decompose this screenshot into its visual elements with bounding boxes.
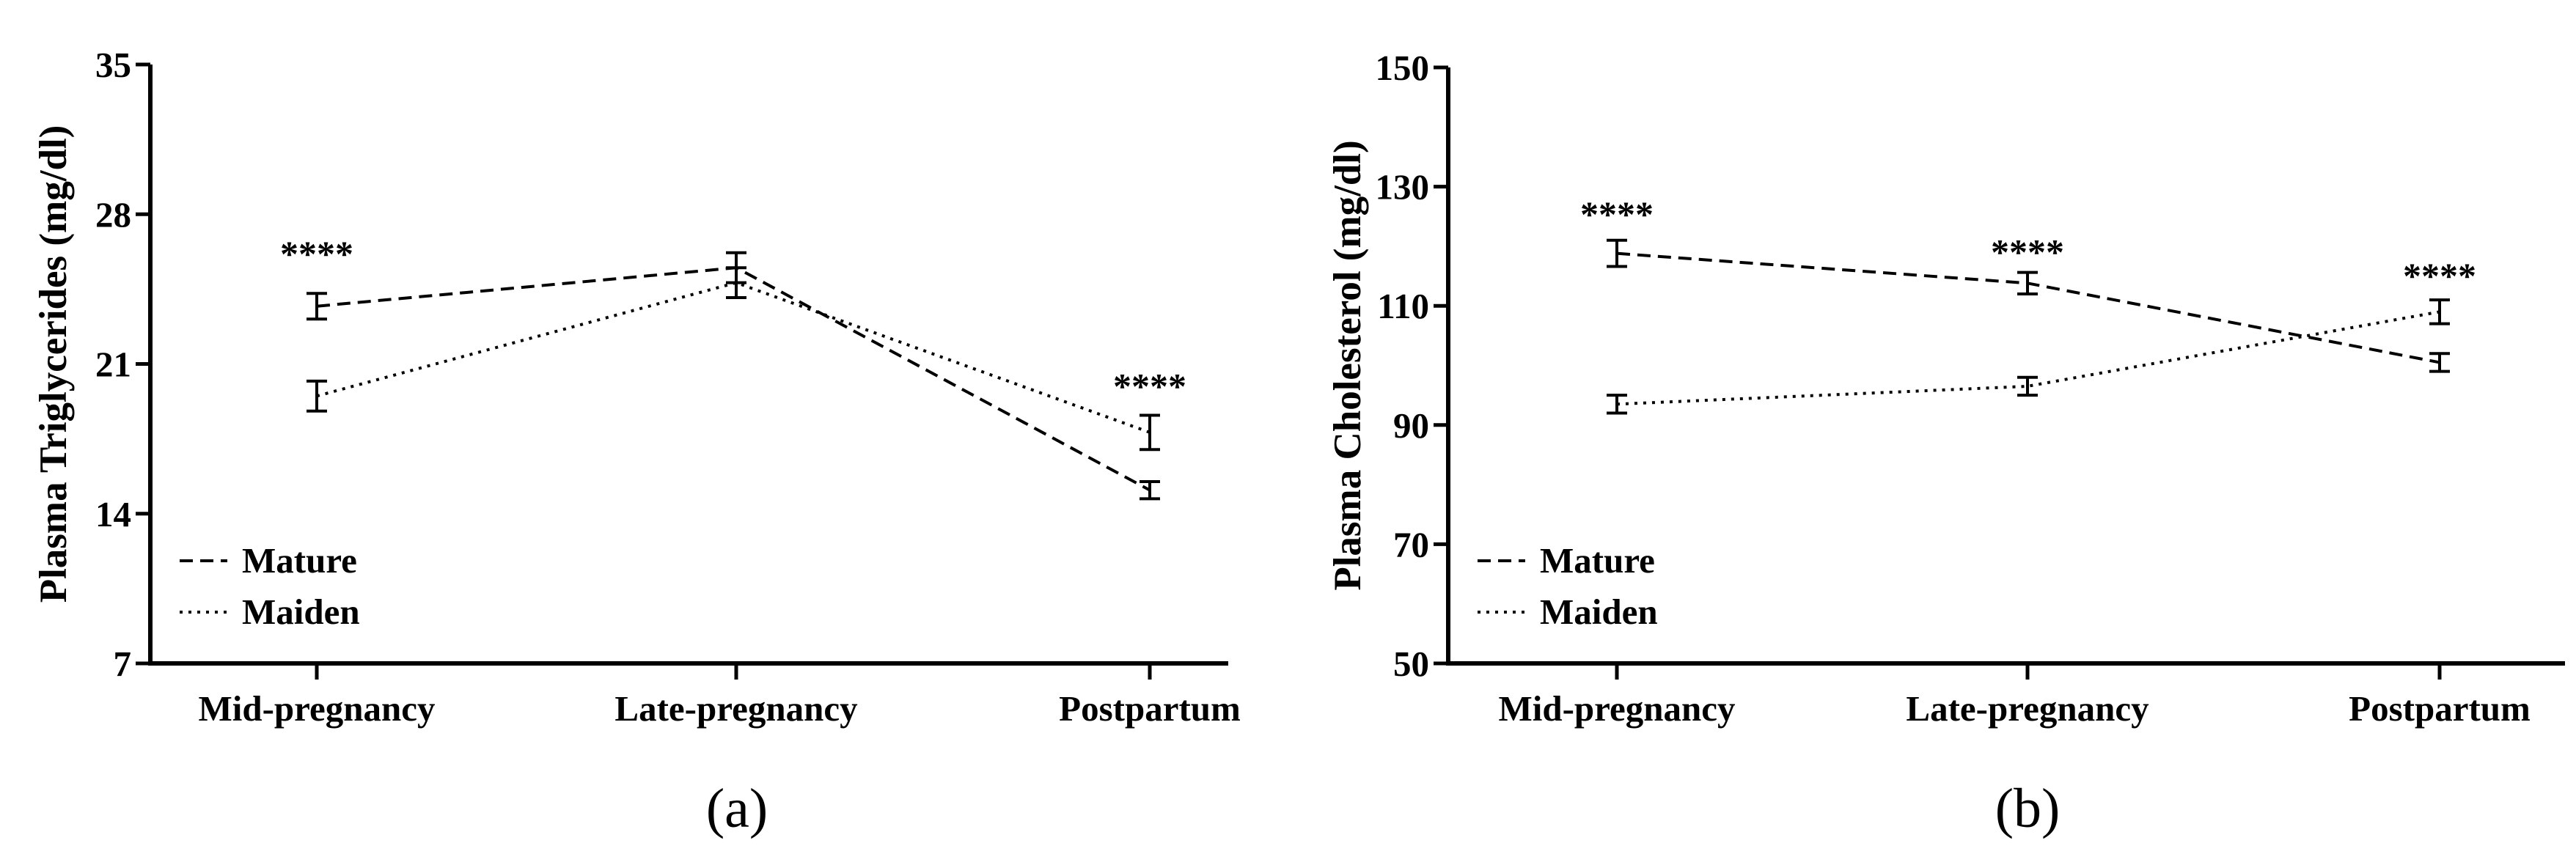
error-bar-maiden — [2429, 298, 2450, 325]
x-tick-label: Postpartum — [1059, 688, 1241, 729]
x-tick-label: Postpartum — [2349, 688, 2531, 729]
y-tick-label: 50 — [1393, 644, 1429, 684]
error-bar-maiden — [1140, 413, 1160, 452]
error-bar-mature — [2017, 270, 2038, 295]
legend-label-mature: Mature — [242, 540, 357, 581]
error-bar-mature — [1140, 479, 1160, 501]
error-bar-maiden — [726, 266, 746, 300]
legend-label-maiden: Maiden — [242, 592, 360, 632]
series-line-maiden — [316, 281, 1151, 434]
chart-panel-triglycerides: 7 14 21 28 35 Mid-pregnancy Late-pregnancy Post… — [32, 45, 1241, 839]
significance-marker: **** — [2403, 255, 2476, 296]
y-tick-label: 21 — [95, 345, 131, 385]
significance-marker: **** — [1580, 194, 1654, 235]
y-axis-title: Plasma Cholesterol (mg/dl) — [1326, 140, 1369, 590]
significance-marker: **** — [1991, 231, 2064, 272]
legend-label-mature: Mature — [1540, 540, 1655, 581]
y-tick-label: 7 — [114, 644, 132, 684]
error-bar-mature — [307, 292, 327, 321]
x-tick-label: Late-pregnancy — [614, 688, 858, 729]
legend-label-maiden: Maiden — [1540, 592, 1658, 632]
x-tick-label: Mid-pregnancy — [198, 688, 436, 729]
y-tick-label: 150 — [1376, 48, 1430, 88]
error-bar-maiden — [2017, 375, 2038, 397]
x-tick-label: Late-pregnancy — [1906, 688, 2149, 729]
x-tick-label: Mid-pregnancy — [1498, 688, 1736, 729]
error-bar-mature — [1607, 238, 1627, 268]
significance-marker: **** — [280, 233, 353, 274]
panel-label: (b) — [1995, 778, 2061, 839]
y-axis-title: Plasma Triglycerides (mg/dl) — [32, 125, 75, 603]
error-bar-maiden — [1607, 394, 1627, 415]
significance-marker: **** — [1113, 366, 1186, 407]
y-tick-label: 28 — [95, 194, 131, 235]
y-tick-label: 130 — [1376, 167, 1430, 207]
series-line-mature — [316, 266, 1151, 492]
y-tick-label: 110 — [1377, 286, 1429, 326]
y-tick-label: 35 — [95, 45, 131, 85]
error-bar-maiden — [307, 379, 327, 413]
y-tick-label: 70 — [1393, 524, 1429, 564]
error-bar-mature — [2429, 352, 2450, 373]
chart-panel-cholesterol: 50 70 90 110 130 150 Mid-pregnancy Late-pregnan… — [1326, 48, 2565, 839]
y-tick-label: 90 — [1393, 405, 1429, 446]
y-tick-label: 14 — [95, 494, 131, 534]
panel-label: (a) — [706, 778, 768, 839]
